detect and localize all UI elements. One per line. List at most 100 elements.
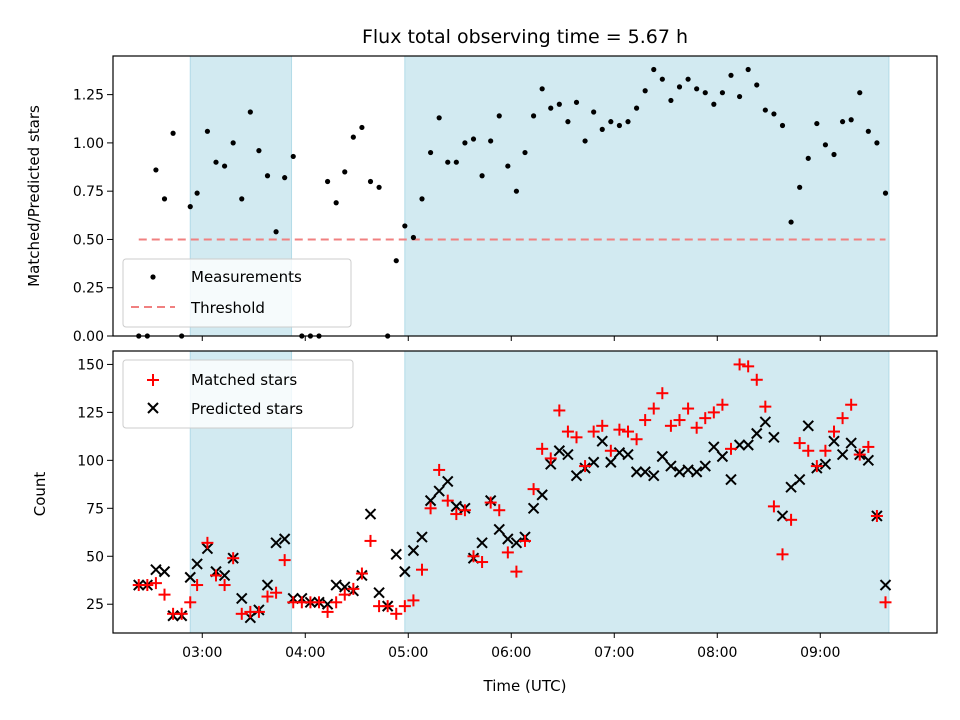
shaded-interval bbox=[404, 55, 890, 337]
predicted-point bbox=[218, 569, 231, 582]
measurement-point bbox=[522, 149, 528, 156]
matched-point bbox=[742, 360, 755, 373]
y-tick-label: 100 bbox=[77, 453, 104, 469]
matched-point bbox=[673, 414, 686, 427]
matched-point bbox=[201, 536, 214, 549]
measurement-point bbox=[608, 119, 614, 125]
matched-point bbox=[364, 534, 377, 547]
predicted-point bbox=[622, 448, 634, 461]
predicted-point bbox=[502, 533, 514, 545]
predicted-point bbox=[390, 548, 402, 561]
measurement-point bbox=[539, 86, 545, 92]
measurement-point bbox=[582, 138, 588, 144]
matched-point bbox=[553, 404, 566, 417]
measurement-point bbox=[462, 140, 468, 146]
top-panel: 0.00 0.25 0.50 0.75 1.00 1.25 Matched/Predict… bbox=[25, 55, 938, 345]
measurement-point bbox=[788, 219, 794, 225]
matched-point bbox=[862, 440, 875, 453]
x-tick-label: 09:00 bbox=[800, 645, 840, 661]
matched-point bbox=[853, 448, 866, 461]
predicted-point bbox=[278, 533, 291, 545]
predicted-point bbox=[433, 485, 445, 497]
y-tick-label: 50 bbox=[86, 549, 104, 565]
measurement-point bbox=[848, 117, 854, 123]
measurement-point bbox=[719, 90, 726, 96]
measurement-point bbox=[230, 140, 236, 146]
y-tick-label: 0.50 bbox=[73, 232, 104, 248]
measurement-point bbox=[839, 119, 846, 125]
matched-point bbox=[622, 425, 634, 438]
bottom-x-axis-label: Time (UTC) bbox=[483, 677, 567, 695]
matched-point bbox=[398, 600, 411, 613]
matched-point bbox=[819, 444, 832, 457]
matched-point bbox=[158, 588, 171, 601]
measurement-point bbox=[797, 184, 803, 190]
measurement-point bbox=[436, 115, 442, 121]
predicted-point bbox=[742, 439, 754, 451]
matched-point bbox=[458, 504, 471, 517]
matched-point bbox=[484, 496, 497, 509]
matched-point bbox=[630, 433, 643, 446]
predicted-point bbox=[261, 579, 274, 591]
predicted-point bbox=[493, 523, 505, 536]
measurement-point bbox=[239, 196, 245, 202]
predicted-point bbox=[364, 508, 377, 520]
measurement-point bbox=[204, 128, 211, 134]
measurement-point bbox=[633, 105, 640, 111]
measurement-point bbox=[745, 66, 751, 73]
predicted-point bbox=[673, 466, 686, 478]
matched-point bbox=[210, 569, 222, 582]
predicted-point bbox=[596, 435, 608, 447]
predicted-point bbox=[236, 592, 248, 605]
y-tick-label: 1.25 bbox=[73, 88, 104, 104]
matched-point bbox=[519, 534, 531, 547]
y-tick-label: 0.25 bbox=[73, 281, 104, 297]
measurement-point bbox=[256, 148, 262, 154]
matched-point bbox=[664, 419, 677, 432]
bottom-y-ticks: 25 50 75 100 125 150 bbox=[77, 357, 113, 613]
predicted-point bbox=[424, 494, 437, 507]
measurement-point bbox=[290, 153, 296, 160]
matched-point bbox=[561, 425, 574, 438]
matched-point bbox=[416, 563, 428, 576]
matched-point bbox=[690, 421, 703, 434]
matched-point bbox=[793, 437, 806, 450]
predicted-point bbox=[476, 537, 488, 549]
matched-point bbox=[450, 508, 463, 521]
measurement-point bbox=[194, 190, 200, 196]
measurement-point bbox=[221, 163, 228, 169]
measurement-point bbox=[427, 149, 434, 156]
predicted-point bbox=[191, 558, 203, 570]
predicted-point bbox=[656, 450, 669, 463]
y-tick-label: 125 bbox=[77, 405, 104, 421]
predicted-point bbox=[339, 581, 351, 593]
measurement-point bbox=[402, 223, 408, 229]
matched-point bbox=[141, 579, 154, 592]
measurement-point bbox=[814, 120, 820, 127]
matched-point bbox=[218, 579, 231, 592]
matched-point bbox=[270, 586, 283, 599]
measurement-point bbox=[874, 140, 880, 146]
y-tick-label: 0.75 bbox=[73, 184, 104, 200]
predicted-point bbox=[536, 489, 548, 501]
predicted-point bbox=[373, 587, 385, 599]
x-tick-label: 04:00 bbox=[285, 645, 325, 661]
measurement-point bbox=[367, 178, 374, 185]
measurement-point bbox=[565, 119, 571, 125]
predicted-point bbox=[665, 460, 677, 472]
measurement-point bbox=[393, 258, 399, 264]
predicted-point bbox=[879, 579, 892, 591]
measurement-point bbox=[170, 130, 176, 136]
predicted-point bbox=[716, 450, 729, 463]
predicted-point bbox=[150, 563, 162, 576]
matched-point bbox=[330, 596, 343, 609]
predicted-point bbox=[330, 579, 342, 591]
matched-point bbox=[390, 607, 403, 620]
y-tick-label: 75 bbox=[86, 501, 104, 517]
measurement-point bbox=[736, 93, 743, 100]
measurement-point bbox=[857, 90, 863, 96]
measurement-point bbox=[616, 122, 623, 129]
predicted-point bbox=[184, 571, 196, 584]
measurement-point bbox=[342, 169, 348, 175]
